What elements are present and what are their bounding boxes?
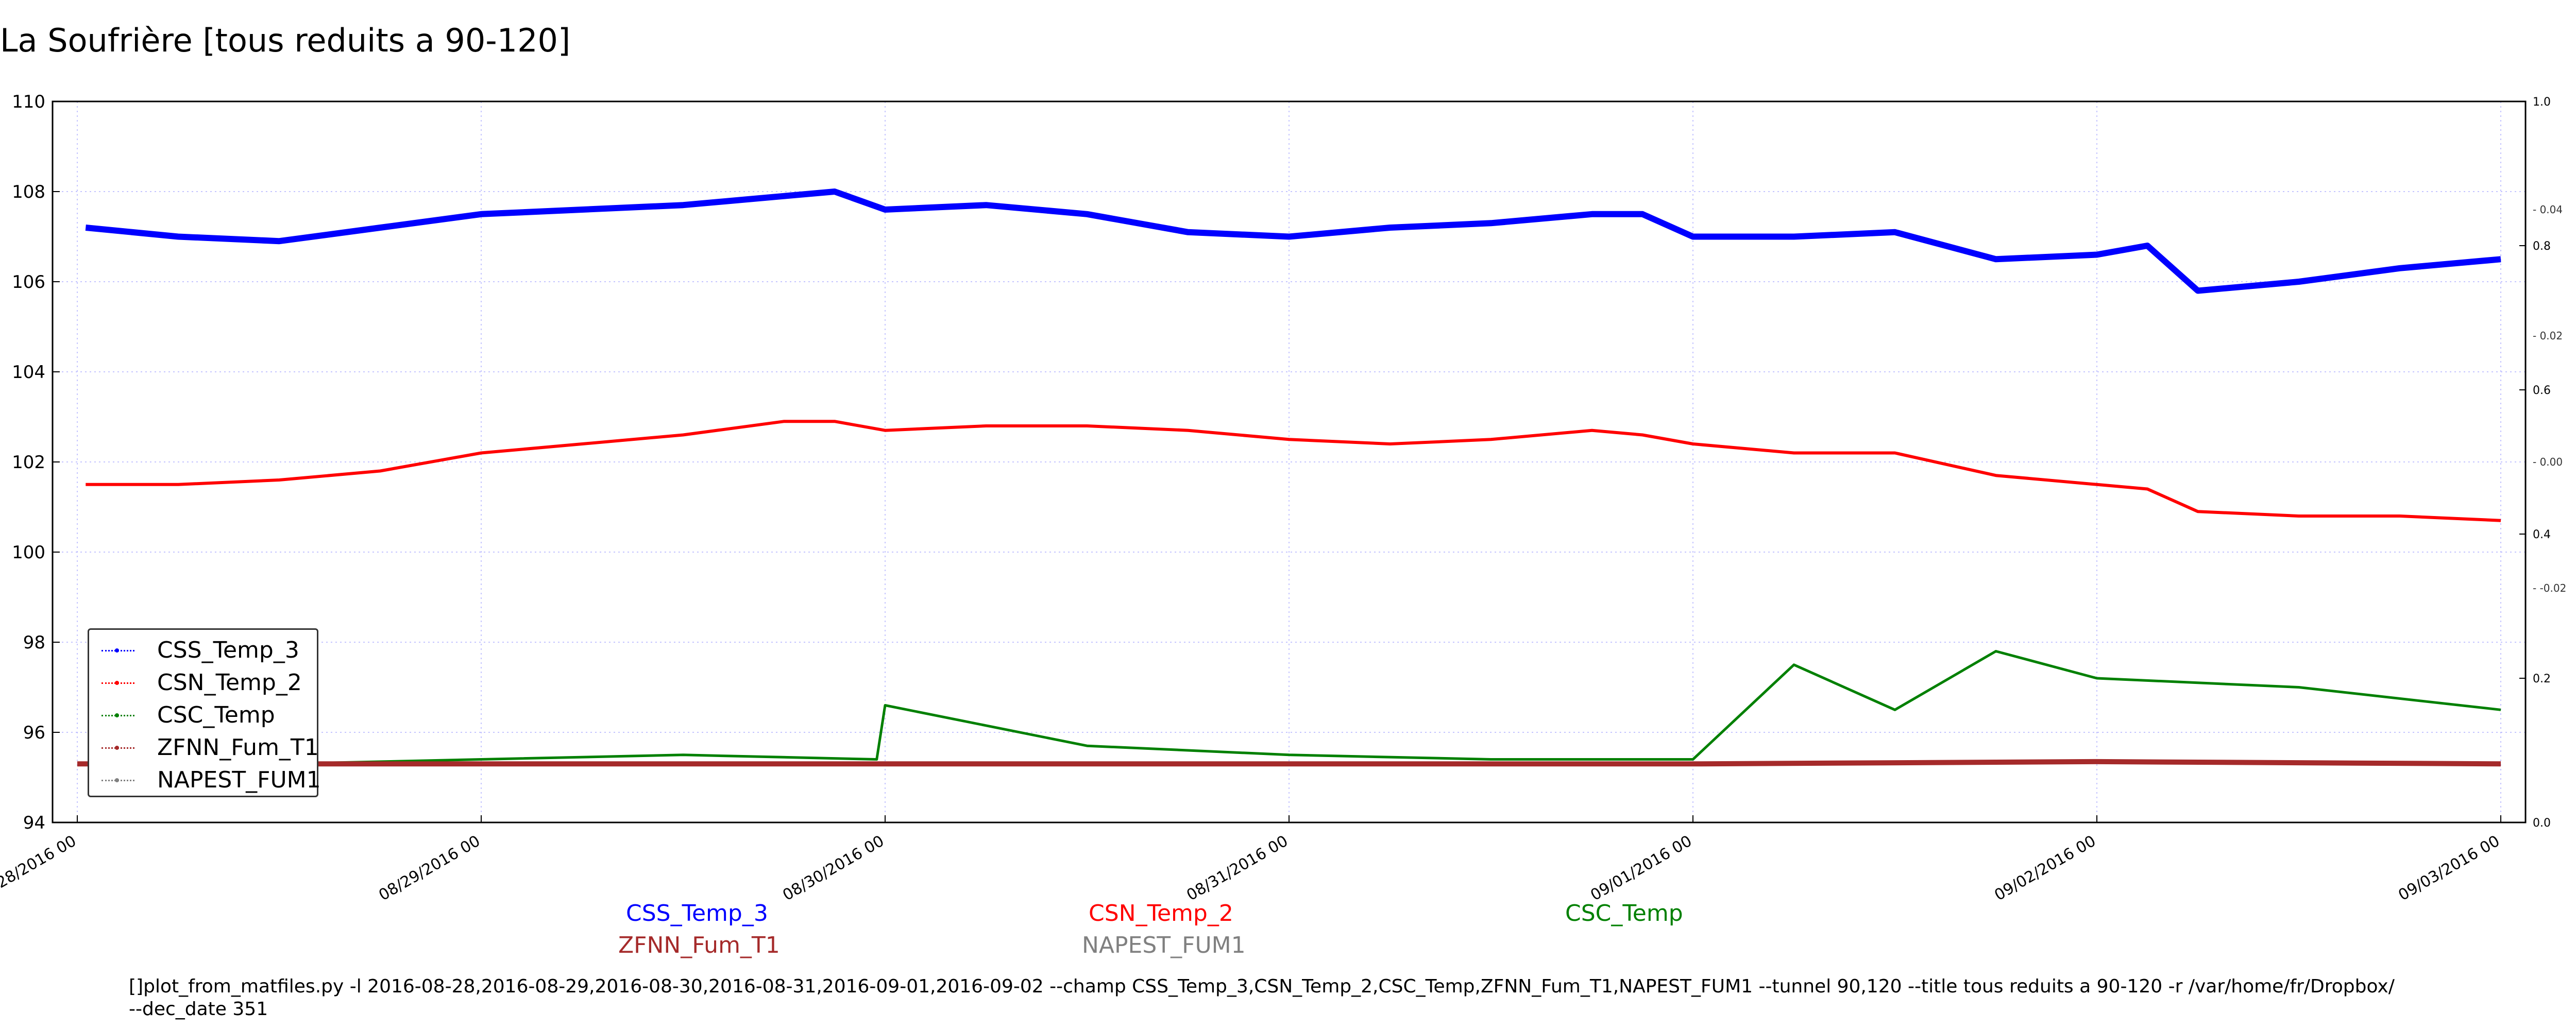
x-tick-label: 09/01/2016 00 <box>1587 832 1695 905</box>
series-line-css-temp-3 <box>85 188 2501 294</box>
right-inner-tick-label: - -0.02 <box>2533 582 2566 594</box>
legend-marker <box>101 713 134 717</box>
axis-layer: 94 96 98 100 102 104 106 108 110 08/28/2016 00 08/… <box>0 92 2566 904</box>
series-label-csn-temp-2: CSN_Temp_2 <box>1089 900 1233 926</box>
x-tick-label: 08/30/2016 00 <box>779 832 887 905</box>
y-tick-label: 108 <box>12 182 45 202</box>
x-tick-label: 08/28/2016 00 <box>0 832 79 905</box>
y-tick-label: 102 <box>12 452 45 473</box>
right-tick-label: 0.4 <box>2533 528 2551 541</box>
legend-item: NAPEST_FUM1 <box>89 765 321 796</box>
right-tick-label: 0.8 <box>2533 240 2551 253</box>
x-tick-label: 09/02/2016 00 <box>1991 832 2099 905</box>
series-label-csc-temp: CSC_Temp <box>1565 900 1683 926</box>
y-tick-label: 100 <box>12 542 45 563</box>
y-tick-label: 98 <box>23 632 45 653</box>
chart-title: La Soufrière [tous reduits a 90-120] <box>0 22 571 59</box>
x-tick-label: 08/31/2016 00 <box>1183 832 1291 905</box>
x-tick-label: 09/03/2016 00 <box>2395 832 2503 905</box>
right-inner-tick-label: - 0.04 <box>2533 203 2563 216</box>
legend-label: ZFNN_Fum_T1 <box>157 734 319 761</box>
series-label-napest-fum1: NAPEST_FUM1 <box>1082 932 1246 958</box>
series-line-csc-temp <box>77 650 2501 765</box>
legend-item: CSS_Temp_3 <box>89 635 317 666</box>
right-inner-tick-label: - 0.02 <box>2533 330 2563 342</box>
legend-item: ZFNN_Fum_T1 <box>89 732 319 763</box>
legend-label: NAPEST_FUM1 <box>157 767 321 793</box>
y-tick-label: 94 <box>23 813 45 833</box>
legend-marker <box>101 681 134 685</box>
legend-item: CSN_Temp_2 <box>89 667 317 698</box>
right-inner-tick-label: - 0.00 <box>2533 456 2563 468</box>
y-tick-label: 110 <box>12 92 45 112</box>
command-line-text: []plot_from_matfiles.py -l 2016-08-28,20… <box>129 976 2401 1020</box>
legend-marker <box>101 746 134 750</box>
series-label-css-temp-3: CSS_Temp_3 <box>626 900 768 926</box>
legend-marker <box>101 648 134 653</box>
right-tick-label: 1.0 <box>2533 96 2551 109</box>
legend: CSS_Temp_3 CSN_Temp_2 CSC_Temp ZFNN_Fum_… <box>88 628 321 797</box>
series-label-zfnn-fum-t1: ZFNN_Fum_T1 <box>618 932 780 958</box>
legend-label: CSN_Temp_2 <box>157 670 302 696</box>
series-layer <box>77 188 2501 767</box>
series-line-zfnn-fum-t1 <box>77 759 2501 767</box>
y-tick-label: 104 <box>12 362 45 383</box>
x-tick-label: 08/29/2016 00 <box>376 832 483 905</box>
series-line-csn-temp-2 <box>86 420 2501 522</box>
y-tick-label: 106 <box>12 272 45 293</box>
right-tick-label: 0.2 <box>2533 673 2551 685</box>
y-tick-label: 96 <box>23 723 45 743</box>
right-tick-label: 0.6 <box>2533 384 2551 397</box>
legend-label: CSC_Temp <box>157 702 275 728</box>
legend-item: CSC_Temp <box>89 700 317 731</box>
legend-marker <box>101 778 134 782</box>
legend-label: CSS_Temp_3 <box>157 637 299 663</box>
right-tick-label: 0.0 <box>2533 817 2551 830</box>
